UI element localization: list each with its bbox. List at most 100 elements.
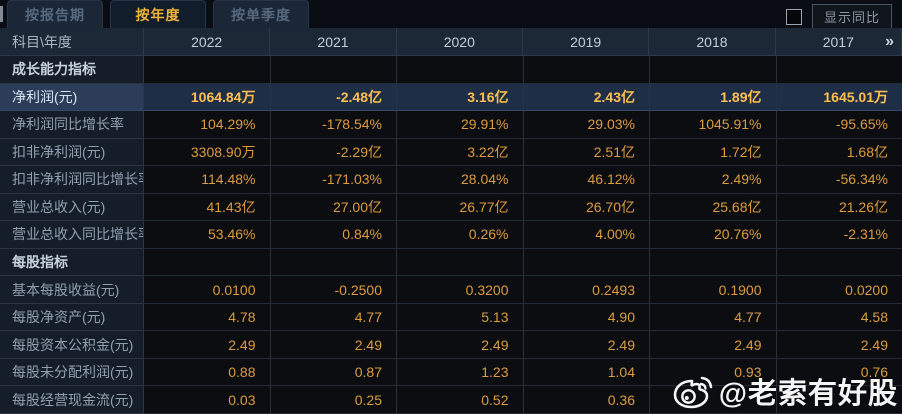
value-cell: 104.29% (144, 111, 271, 139)
year-header-2017[interactable]: 2017» (775, 28, 902, 56)
value-cell: 28.04% (397, 166, 524, 194)
value-cell: 2.51亿 (523, 138, 650, 167)
row-label: 每股经营现金流(元) (0, 386, 144, 414)
value-cell (776, 56, 902, 84)
row-label: 营业总收入(元) (0, 193, 144, 222)
section-row: 成长能力指标 (0, 56, 902, 84)
year-header-2021[interactable]: 2021 (270, 28, 397, 56)
value-cell: 0.3200 (397, 276, 524, 304)
value-cell: 3.16亿 (397, 83, 524, 112)
year-header-2020[interactable]: 2020 (396, 28, 523, 56)
value-cell: 0.93 (650, 358, 777, 387)
value-cell: 2.49 (397, 331, 524, 359)
value-cell: 1064.84万 (144, 83, 271, 112)
value-cell: 2.49 (776, 331, 902, 359)
value-cell: 1.23 (397, 358, 524, 387)
value-cell: 20.76% (650, 221, 777, 249)
value-cell: 0.88 (144, 358, 271, 387)
table-row: 营业总收入同比增长率 53.46% 0.84% 0.26% 4.00% 20.76% -2.… (0, 221, 902, 249)
value-cell (776, 248, 902, 277)
value-cell (144, 248, 271, 277)
value-cell: -95.65% (776, 111, 902, 139)
value-cell: 29.03% (523, 111, 650, 139)
value-cell: 46.12% (523, 166, 650, 194)
value-cell: 25.68亿 (650, 193, 777, 222)
table-row: 净利润同比增长率 104.29% -178.54% 29.91% 29.03% 1045.… (0, 111, 902, 139)
table-row: 扣非净利润(元) 3308.90万 -2.29亿 3.22亿 2.51亿 1.72亿 1.6… (0, 138, 902, 167)
value-cell: 4.90 (523, 303, 650, 332)
value-cell: 4.77 (650, 303, 777, 332)
value-cell: 114.48% (144, 166, 271, 194)
table-row: 扣非净利润同比增长率 114.48% -171.03% 28.04% 46.12% 2.4… (0, 166, 902, 194)
row-label: 扣非净利润同比增长率 (0, 166, 144, 194)
yoy-controls: 显示同比 (785, 4, 892, 29)
value-cell: 1045.91% (650, 111, 777, 139)
value-cell: 26.77亿 (397, 193, 524, 222)
value-cell: 0.87 (270, 358, 397, 387)
table-header-row: 科目\年度 2022 2021 2020 2019 2018 2017» (0, 28, 902, 56)
value-cell: 3308.90万 (144, 138, 271, 167)
row-label: 扣非净利润(元) (0, 138, 144, 167)
value-cell: 0.2493 (523, 276, 650, 304)
year-header-2019[interactable]: 2019 (522, 28, 650, 56)
value-cell (523, 56, 650, 84)
table-row: 基本每股收益(元) 0.0100 -0.2500 0.3200 0.2493 0.1900… (0, 276, 902, 304)
value-cell: 1645.01万 (776, 83, 902, 112)
row-label: 每股未分配利润(元) (0, 358, 144, 387)
value-cell: 0.36 (523, 386, 650, 414)
row-label: 营业总收入同比增长率 (0, 221, 144, 249)
more-years-icon[interactable]: » (885, 32, 894, 50)
year-header-2022[interactable]: 2022 (144, 28, 271, 56)
table-row: 每股净资产(元) 4.78 4.77 5.13 4.90 4.77 4.58 (0, 303, 902, 332)
value-cell: -171.03% (270, 166, 397, 194)
value-cell (776, 386, 902, 414)
value-cell: 53.46% (144, 221, 271, 249)
value-cell: 4.78 (144, 303, 271, 332)
row-label: 每股资本公积金(元) (0, 331, 144, 359)
table-row: 净利润(元) 1064.84万 -2.48亿 3.16亿 2.43亿 1.89亿 1645.… (0, 83, 902, 112)
value-cell: 4.58 (776, 303, 902, 332)
value-cell: -2.31% (776, 221, 902, 249)
value-cell: 21.26亿 (776, 193, 902, 222)
value-cell: 0.25 (270, 386, 397, 414)
value-cell: -178.54% (270, 111, 397, 139)
table-row: 每股经营现金流(元) 0.03 0.25 0.52 0.36 (0, 386, 902, 414)
value-cell (650, 56, 777, 84)
value-cell: -2.48亿 (270, 83, 397, 112)
value-cell: 27.00亿 (270, 193, 397, 222)
financial-table: 科目\年度 2022 2021 2020 2019 2018 2017» 成长能力指标 净利… (0, 28, 902, 414)
value-cell: 26.70亿 (523, 193, 650, 222)
show-yoy-label[interactable]: 显示同比 (811, 4, 892, 29)
year-header-2018[interactable]: 2018 (649, 28, 776, 56)
value-cell: 2.49 (270, 331, 397, 359)
tab-by-single-quarter[interactable]: 按单季度 (213, 0, 309, 28)
tab-bar: 按报告期 按年度 按单季度 显示同比 (0, 0, 902, 29)
value-cell: -56.34% (776, 166, 902, 194)
value-cell: 29.91% (397, 111, 524, 139)
value-cell (650, 386, 777, 414)
value-cell: 2.49 (144, 331, 271, 359)
value-cell: 0.52 (397, 386, 524, 414)
value-cell: 0.0200 (776, 276, 902, 304)
row-label: 每股指标 (0, 248, 144, 277)
show-yoy-checkbox[interactable] (785, 8, 802, 25)
value-cell: 1.68亿 (776, 138, 902, 167)
value-cell (144, 56, 271, 84)
row-label: 成长能力指标 (0, 56, 144, 84)
value-cell: 0.84% (270, 221, 397, 249)
value-cell: 2.49 (523, 331, 650, 359)
value-cell: 0.76 (776, 358, 902, 387)
row-label: 净利润同比增长率 (0, 111, 144, 139)
tab-by-year[interactable]: 按年度 (110, 0, 206, 28)
table-row: 营业总收入(元) 41.43亿 27.00亿 26.77亿 26.70亿 25.68亿 21… (0, 193, 902, 222)
value-cell (397, 248, 524, 277)
value-cell: 5.13 (397, 303, 524, 332)
value-cell: 1.72亿 (650, 138, 777, 167)
value-cell: -0.2500 (270, 276, 397, 304)
value-cell: -2.29亿 (270, 138, 397, 167)
tab-by-report-period[interactable]: 按报告期 (7, 0, 103, 28)
value-cell (270, 56, 397, 84)
section-row: 每股指标 (0, 248, 902, 277)
left-edge-artifact (0, 6, 3, 22)
row-label: 基本每股收益(元) (0, 276, 144, 304)
